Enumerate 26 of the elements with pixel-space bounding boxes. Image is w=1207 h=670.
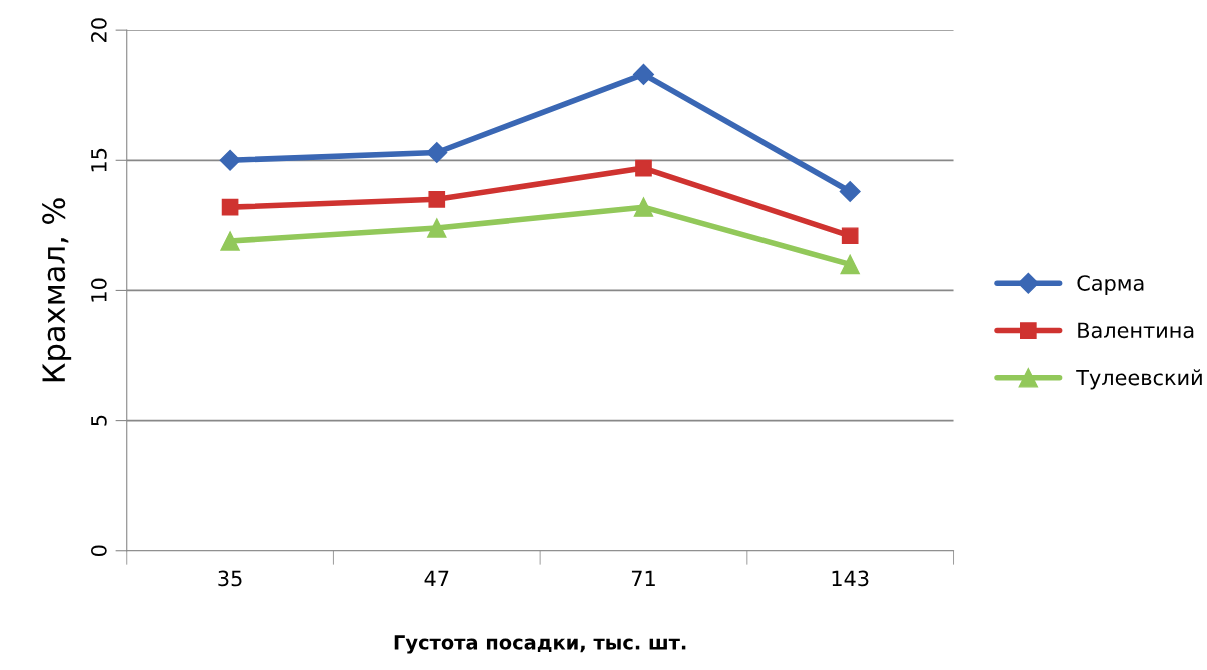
x-tick-label: 47 [424, 570, 449, 587]
point [219, 149, 241, 171]
x-tick-label: 35 [218, 570, 242, 587]
point [632, 63, 654, 85]
y-tick-label: 0 [90, 545, 107, 556]
y-tick-label: 20 [90, 18, 107, 42]
x-tick-label: 143 [832, 570, 869, 587]
point [221, 198, 239, 216]
point [426, 141, 448, 164]
y-tick-label: 15 [91, 148, 107, 172]
point [841, 227, 859, 245]
point [839, 181, 861, 203]
y-tick-label: 10 [90, 278, 107, 302]
point [220, 231, 240, 251]
point [635, 159, 652, 177]
y-axis-title: Крахмал, % [42, 198, 72, 382]
y-tick-label: 5 [91, 415, 107, 426]
point [840, 254, 860, 275]
legend-label: Валентина [1078, 322, 1194, 339]
legend-label: Тулеевский [1076, 369, 1202, 390]
x-axis-title: Густота посадки, тыс. шт. [394, 635, 686, 654]
x-tick-label: 71 [631, 570, 655, 587]
point [428, 191, 446, 208]
point [427, 218, 447, 238]
legend-label: Сарма [1077, 275, 1144, 295]
point [633, 197, 654, 217]
